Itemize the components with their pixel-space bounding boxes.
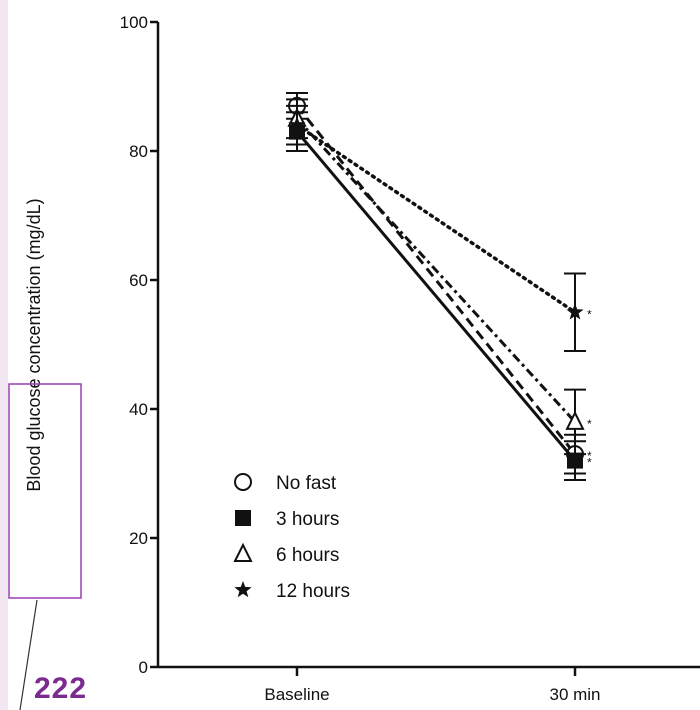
star-marker-icon <box>288 116 306 133</box>
series-line <box>295 123 577 314</box>
series-line <box>295 130 577 462</box>
page-margin-band <box>0 0 8 710</box>
series-3-hours: * <box>286 111 592 481</box>
series-12-hours: * <box>286 104 592 352</box>
chart-series: **** <box>286 91 592 481</box>
triangle-marker-icon <box>233 542 253 562</box>
triangle-marker-icon <box>565 410 585 430</box>
square-marker-icon <box>235 510 251 526</box>
significance-marker: * <box>587 417 592 431</box>
series-6-hours: * <box>286 98 592 456</box>
highlight-callout-box <box>8 383 82 599</box>
y-tick-label: 100 <box>120 13 148 32</box>
legend-label: 3 hours <box>276 509 339 530</box>
x-tick-label: Baseline <box>264 685 329 704</box>
y-axis-title: Blood glucose concentration (mg/dL) <box>24 198 44 491</box>
series-line <box>295 104 577 456</box>
significance-marker: * <box>587 456 592 470</box>
y-tick-label: 20 <box>129 529 148 548</box>
significance-marker: * <box>587 307 592 321</box>
significance-marker: * <box>587 449 592 463</box>
legend-item: 6 hours <box>233 542 339 566</box>
y-tick-label: 80 <box>129 142 148 161</box>
y-tick-label: 60 <box>129 271 148 290</box>
legend-item: 3 hours <box>235 509 339 530</box>
square-marker-icon <box>567 452 583 469</box>
highlight-callout-line <box>19 599 38 710</box>
legend-item: No fast <box>234 473 337 494</box>
x-tick-label: 30 min <box>549 685 600 704</box>
legend-label: No fast <box>276 473 337 494</box>
y-tick-label: 40 <box>129 400 148 419</box>
y-tick-label: 0 <box>139 658 148 677</box>
page-number: 222 <box>34 672 88 705</box>
chart-axes: 0 20 40 60 80 100 Baseline 30 min <box>120 13 700 704</box>
legend-label: 12 hours <box>276 581 350 602</box>
legend-item: 12 hours <box>234 581 350 602</box>
chart-legend: No fast 3 hours 6 hours 12 hours <box>233 473 350 602</box>
star-marker-icon <box>566 303 584 320</box>
circle-marker-icon <box>234 473 252 491</box>
series-line <box>295 117 577 423</box>
star-marker-icon <box>234 581 252 598</box>
legend-label: 6 hours <box>276 545 339 566</box>
